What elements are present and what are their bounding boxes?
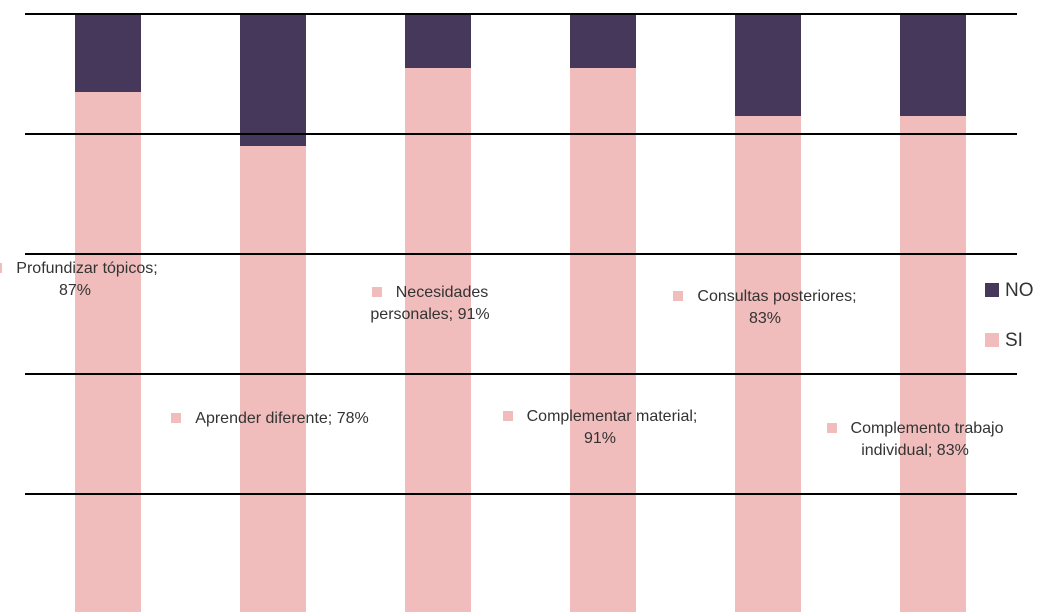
bar-segment <box>405 14 471 68</box>
bar-segment <box>75 92 141 612</box>
data-label: Profundizar tópicos; 87% <box>0 258 175 302</box>
bar-segment <box>240 14 306 146</box>
data-label: Complementar material; 91% <box>500 406 700 450</box>
label-text: Profundizar tópicos; 87% <box>16 260 158 299</box>
legend-swatch <box>985 333 999 347</box>
label-text: Consultas posteriores; 83% <box>697 288 857 327</box>
data-label: Consultas posteriores; 83% <box>665 286 865 330</box>
legend-swatch <box>985 283 999 297</box>
bar-segment <box>900 14 966 116</box>
label-text: Aprender diferente; 78% <box>195 410 369 427</box>
bar-segment <box>570 68 636 612</box>
data-label: Aprender diferente; 78% <box>170 408 370 430</box>
bar-segment <box>900 116 966 612</box>
label-marker <box>0 263 3 273</box>
label-marker <box>673 291 684 301</box>
bar-segment <box>735 116 801 612</box>
bar-segment <box>75 14 141 92</box>
label-marker <box>171 413 182 423</box>
legend-label: NO <box>1005 280 1034 301</box>
data-label: Necesidades personales; 91% <box>330 282 530 326</box>
label-marker <box>502 411 513 421</box>
data-label: Complemento trabajo individual; 83% <box>815 418 1015 462</box>
label-text: Necesidades personales; 91% <box>370 284 490 323</box>
legend-item: SI <box>985 330 1023 352</box>
legend-item: NO <box>985 280 1034 302</box>
bar-segment <box>735 14 801 116</box>
label-text: Complemento trabajo individual; 83% <box>850 420 1004 459</box>
bar-segment <box>240 146 306 612</box>
legend-label: SI <box>1005 330 1023 351</box>
label-marker <box>826 423 837 433</box>
label-text: Complementar material; 91% <box>526 408 698 447</box>
label-marker <box>371 287 382 297</box>
bar-segment <box>570 14 636 68</box>
bar-segment <box>405 68 471 612</box>
